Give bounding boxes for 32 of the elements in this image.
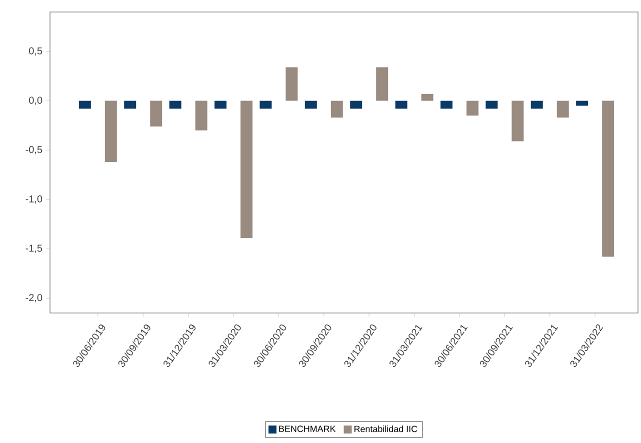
bar	[286, 67, 298, 101]
bar	[150, 100, 162, 126]
y-tick-label: -2,0	[26, 294, 42, 302]
bar	[124, 100, 136, 109]
bar	[195, 100, 208, 130]
bar	[486, 100, 498, 109]
bar	[466, 100, 478, 116]
y-tick-label: 0,0	[29, 96, 42, 105]
bar	[530, 100, 543, 109]
bar	[104, 100, 117, 162]
bar	[395, 100, 408, 109]
bar	[421, 94, 434, 101]
bar	[602, 100, 614, 257]
bar	[350, 100, 362, 109]
bar	[556, 100, 569, 118]
bar	[78, 100, 91, 109]
bar	[512, 100, 524, 142]
legend-label: Rentabilidad IIC	[354, 426, 418, 432]
bar	[576, 100, 588, 106]
y-tick-label: 0,5	[29, 47, 42, 56]
bar	[330, 100, 343, 118]
bar	[440, 100, 452, 109]
y-tick-label: -0,5	[26, 146, 42, 154]
bar	[240, 100, 253, 238]
y-tick-label: -1,5	[26, 244, 42, 253]
bar	[304, 100, 317, 109]
bar	[214, 100, 227, 109]
legend-label: BENCHMARK	[279, 426, 336, 432]
bar	[260, 100, 272, 109]
bar	[376, 67, 388, 101]
y-tick-label: -1,0	[26, 195, 42, 204]
bar	[169, 100, 182, 109]
